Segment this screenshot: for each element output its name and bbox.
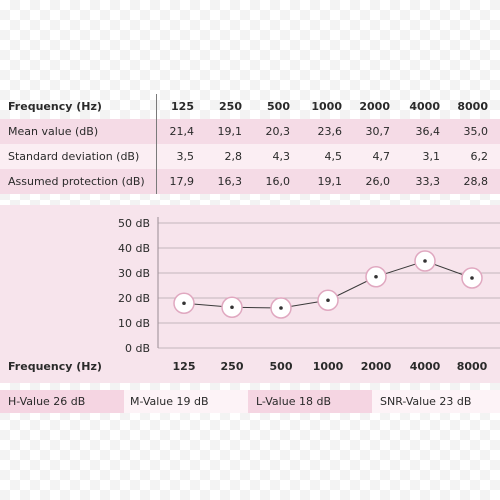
cell: 19,1 (217, 125, 243, 138)
row-label: Assumed protection (dB) (8, 175, 145, 188)
cell: 23,6 (317, 125, 343, 138)
h-value-label: H-Value 26 dB (0, 390, 124, 413)
snr-value-label: SNR-Value 23 dB (372, 390, 500, 413)
cell: 19,1 (317, 175, 343, 188)
data-point-center (470, 276, 474, 280)
table-row-mean: Mean value (dB) 21,4 19,1 20,3 23,6 30,7… (0, 119, 500, 144)
column-separator (156, 169, 157, 194)
cell: 4,3 (272, 150, 291, 163)
row-label: Mean value (dB) (8, 125, 99, 138)
cell: 16,3 (217, 175, 243, 188)
data-point-center (279, 306, 283, 310)
data-point-center (326, 298, 330, 303)
cell: 2,8 (224, 150, 243, 163)
data-point-center (182, 301, 186, 306)
cell: 36,4 (415, 125, 441, 138)
x-tick-label: 125 (173, 360, 196, 373)
y-tick-label: 10 dB (118, 317, 150, 330)
data-point-center (230, 305, 234, 310)
x-tick-label: 250 (221, 360, 244, 373)
cell: 28,8 (463, 175, 489, 188)
cell: 21,4 (169, 125, 195, 138)
x-tick-label: 4000 (410, 360, 441, 373)
cell: 16,0 (265, 175, 291, 188)
y-tick-label: 0 dB (125, 342, 150, 355)
x-tick-label: 8000 (457, 360, 488, 373)
header-freq-8000: 8000 (457, 100, 488, 113)
chart-background (0, 205, 500, 383)
header-freq-250: 250 (219, 100, 242, 113)
header-freq-2000: 2000 (359, 100, 390, 113)
column-separator (156, 144, 157, 169)
table-row-stddev: Standard deviation (dB) 3,5 2,8 4,3 4,5 … (0, 144, 500, 169)
cell: 3,1 (422, 150, 441, 163)
cell: 6,2 (470, 150, 489, 163)
cell: 4,5 (324, 150, 343, 163)
header-freq-1000: 1000 (311, 100, 342, 113)
attenuation-chart: 0 dB 10 dB 20 dB 30 dB 40 dB 50 dB Frequency (… (8, 217, 500, 373)
column-separator (156, 94, 157, 119)
x-tick-label: 500 (270, 360, 293, 373)
cell: 33,3 (415, 175, 441, 188)
y-tick-label: 50 dB (118, 217, 150, 230)
y-tick-label: 40 dB (118, 242, 150, 255)
column-separator (156, 119, 157, 144)
cell: 20,3 (265, 125, 291, 138)
data-point-center (423, 259, 427, 263)
table-row-protection: Assumed protection (dB) 17,9 16,3 16,0 1… (0, 169, 500, 194)
header-freq-500: 500 (267, 100, 290, 113)
l-value-label: L-Value 18 dB (248, 390, 372, 413)
data-point-center (374, 274, 378, 279)
cell: 26,0 (365, 175, 391, 188)
m-value-label: M-Value 19 dB (124, 390, 248, 413)
x-tick-label: 2000 (361, 360, 392, 373)
attenuation-table: Frequency (Hz) 125 250 500 1000 2000 400… (0, 94, 500, 194)
cell: 3,5 (176, 150, 195, 163)
x-tick-label: 1000 (313, 360, 344, 373)
cell: 30,7 (365, 125, 391, 138)
row-label: Standard deviation (dB) (8, 150, 140, 163)
y-tick-label: 30 dB (118, 267, 150, 280)
header-freq-125: 125 (171, 100, 194, 113)
cell: 17,9 (169, 175, 195, 188)
header-freq-4000: 4000 (409, 100, 440, 113)
table-header-row: Frequency (Hz) 125 250 500 1000 2000 400… (0, 94, 500, 119)
header-label: Frequency (Hz) (8, 100, 102, 113)
x-axis-title: Frequency (Hz) (8, 360, 102, 373)
y-tick-label: 20 dB (118, 292, 150, 305)
cell: 4,7 (372, 150, 391, 163)
cell: 35,0 (463, 125, 489, 138)
